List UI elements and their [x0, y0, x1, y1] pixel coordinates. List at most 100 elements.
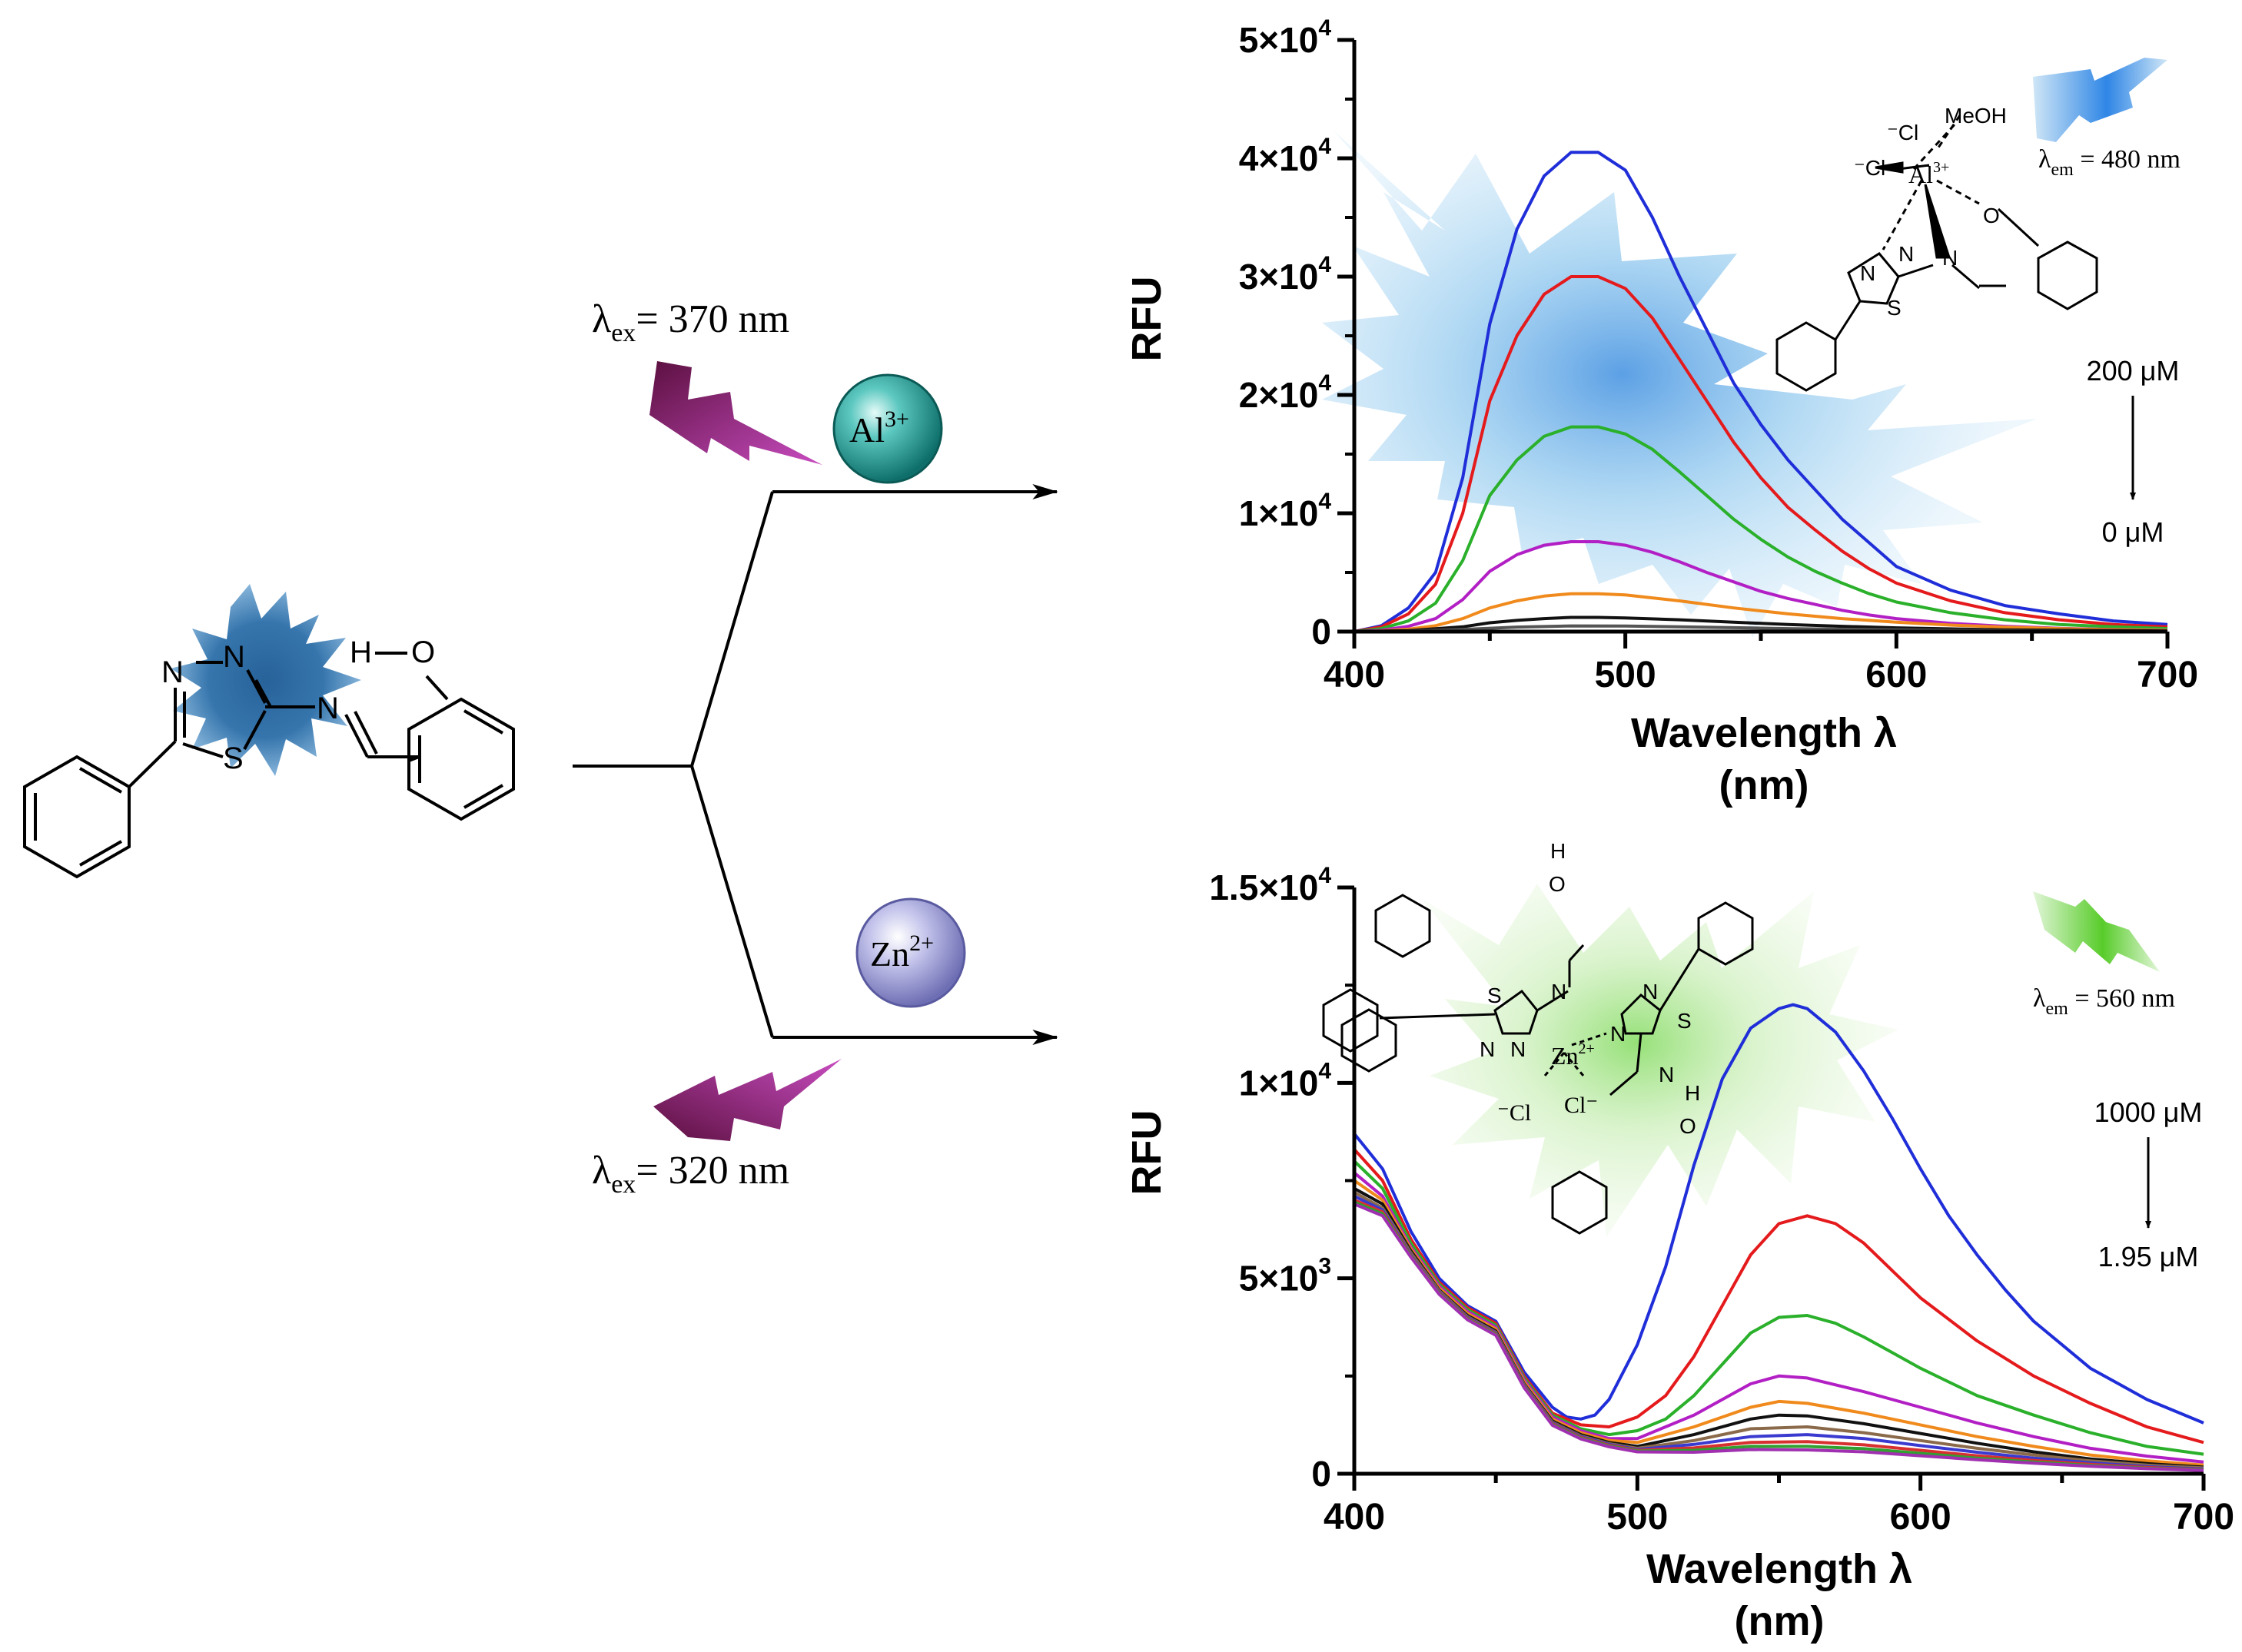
chart-al-x-tick-label: 500 — [1595, 655, 1656, 695]
chart-al-complex-cl1: ⁻Cl — [1887, 121, 1918, 144]
chart-zn-series-line-3 — [1353, 1159, 2204, 1456]
chart-al-y-tick-label: 5×104 — [1239, 15, 1332, 60]
ligand-structure: N N S N H O — [23, 584, 515, 879]
chart-zn-complex-o2: O — [1679, 1114, 1696, 1138]
chart-zn-xlabel-unit: (nm) — [1735, 1598, 1825, 1644]
chart-al-conc-bottom: 0 μM — [2102, 516, 2164, 548]
chart-al-series-line-6 — [1354, 615, 2168, 633]
excitation-label-bottom: λex= 320 nm — [592, 1149, 789, 1199]
ligand-hydroxyphenyl-ring — [375, 652, 515, 821]
chart-zn-series-line-10 — [1354, 1200, 2204, 1472]
chart-al-complex-metal: Al3+ — [1908, 159, 1949, 188]
chart-zn-y-tick-label: 1.5×104 — [1209, 863, 1331, 907]
ion-zn-ball: Zn2+ — [855, 897, 966, 1008]
ion-al-ball: Al3+ — [832, 373, 943, 484]
ligand-phenyl-ring — [23, 740, 177, 879]
chart-zn-complex-o1: O — [1549, 872, 1566, 896]
chart-al-series-line-3 — [1354, 425, 2168, 633]
chart-al-xlabel: Wavelength λ — [1631, 710, 1897, 756]
ligand-s-label: S — [223, 741, 244, 775]
scheme-branch — [573, 484, 1058, 1045]
chart-al-emission-bolt-icon — [2033, 58, 2167, 142]
chart-al-complex-cl2: ⁻Cl — [1854, 156, 1885, 180]
chart-zn-complex-metal: Zn2+ — [1551, 1040, 1595, 1070]
chart-zn-x-tick-label: 700 — [2173, 1497, 2234, 1538]
chart-al-y-tick-label: 0 — [1311, 612, 1331, 652]
chart-zn-complex-cl2: Cl⁻ — [1564, 1093, 1598, 1118]
ligand-h-label: H — [350, 635, 372, 669]
chart-zn-series-line-11 — [1354, 1203, 2204, 1472]
chart-zn-series-line-7 — [1354, 1191, 2204, 1470]
ligand-n3-label: N — [317, 692, 339, 725]
chart-al-complex-n3: N — [1860, 261, 1875, 285]
ligand-atom-labels: N N S N H O — [161, 635, 435, 775]
excitation-bolt-top-icon — [649, 361, 822, 465]
chart-al-complex-s: S — [1887, 296, 1902, 320]
chart-zn-glow — [1422, 884, 1898, 1237]
chart-al-axes: 400 500 600 700 0 1×104 2×104 3×104 4×104 5×104 — [1239, 15, 2198, 695]
chart-al-glow — [1322, 131, 2037, 638]
chart-zn-series-line-2 — [1353, 1148, 2204, 1445]
chart-zn-x-tick-label: 500 — [1606, 1497, 1668, 1538]
chart-zn-complex-ho2: H — [1685, 1081, 1700, 1105]
ion-al-charge: 3+ — [885, 406, 909, 432]
chart-zn-x-tick-label: 600 — [1890, 1497, 1951, 1538]
chart-zn-complex-s2: S — [1677, 1009, 1692, 1033]
chart-al-series-line-5 — [1354, 592, 2168, 633]
chart-al-x-tick-label: 700 — [2137, 655, 2198, 695]
chart-al-y-tick-label: 1×104 — [1239, 489, 1332, 533]
chart-al-y-tick-label: 2×104 — [1239, 370, 1332, 415]
chart-zn-complex-ho1: H — [1550, 839, 1566, 863]
chart-zn-y-tick-label: 5×103 — [1239, 1254, 1331, 1299]
chart-al-complex-n1: N — [1942, 246, 1958, 270]
chart-al-series-line-2 — [1354, 275, 2168, 633]
ligand-n2-label: N — [223, 640, 245, 674]
chart-zn-plot-area — [1353, 1003, 2204, 1472]
chart-al-ylabel: RFU — [1124, 277, 1170, 362]
chart-zn-complex-cl1: ⁻Cl — [1497, 1100, 1531, 1126]
chart-zn-complex-labels: Zn2+ ⁻Cl Cl⁻ S S N N N N N N H O H O — [1480, 839, 1700, 1138]
chart-zn-x-tick-label: 400 — [1324, 1497, 1385, 1538]
chart-zn: 400 500 600 700 0 5×103 1×104 1.5×104 RFU Wavel… — [1124, 839, 2234, 1644]
chart-zn-complex-n3: N — [1510, 1037, 1526, 1061]
chart-zn-complex-n2: N — [1480, 1037, 1495, 1061]
chart-al: 400 500 600 700 0 1×104 2×104 3×104 4×104 5×104 R… — [1124, 15, 2198, 808]
chart-al-complex-o: O — [1983, 204, 2000, 227]
chart-al-series-line-1 — [1354, 151, 2168, 633]
ligand-glow — [171, 584, 361, 776]
chart-zn-emission-bolt-icon — [2033, 891, 2160, 972]
chart-al-complex-meoh: MeOH — [1945, 104, 2007, 128]
ion-zn-label: Zn — [870, 934, 909, 974]
chart-zn-xlabel: Wavelength λ — [1646, 1546, 1912, 1592]
chart-al-y-tick-label: 3×104 — [1239, 252, 1332, 297]
ion-zn-charge: 2+ — [909, 930, 934, 956]
chart-al-xlabel-unit: (nm) — [1719, 762, 1809, 808]
chart-zn-y-tick-label: 0 — [1311, 1454, 1331, 1494]
chart-al-conc-top: 200 μM — [2087, 355, 2180, 386]
chart-zn-complex-structure — [1322, 894, 1754, 1235]
chart-al-complex-structure — [1775, 114, 2098, 392]
chart-al-series-line-4 — [1354, 540, 2168, 633]
chart-zn-axes: 400 500 600 700 0 5×103 1×104 1.5×104 — [1209, 863, 2234, 1538]
chart-al-x-tick-label: 400 — [1324, 655, 1385, 695]
ligand-o-label: O — [411, 635, 435, 669]
ion-al-label: Al — [849, 410, 885, 449]
chart-zn-complex-s1: S — [1487, 984, 1502, 1007]
chart-zn-ylabel: RFU — [1124, 1110, 1170, 1196]
chart-zn-emission-label: λem = 560 nm — [2033, 984, 2175, 1019]
chart-zn-complex-n1: N — [1551, 980, 1566, 1003]
svg-text:Zn2+: Zn2+ — [870, 930, 934, 974]
chart-zn-complex-n6: N — [1659, 1063, 1674, 1086]
chart-zn-complex-n5: N — [1642, 980, 1658, 1003]
ligand-n1-label: N — [161, 655, 184, 689]
chart-al-complex-n2: N — [1898, 242, 1914, 266]
chart-al-complex-labels: MeOH ⁻Cl ⁻Cl Al3+ O N N N S — [1854, 104, 2007, 320]
chart-zn-conc-top: 1000 μM — [2094, 1096, 2203, 1128]
excitation-label-top: λex= 370 nm — [592, 297, 789, 347]
chart-zn-conc-bottom: 1.95 μM — [2098, 1241, 2199, 1272]
chart-zn-complex-n4: N — [1610, 1022, 1626, 1046]
chart-al-x-tick-label: 600 — [1865, 655, 1927, 695]
chart-al-y-tick-label: 4×104 — [1239, 134, 1332, 178]
chart-al-emission-label: λem = 480 nm — [2038, 145, 2181, 180]
